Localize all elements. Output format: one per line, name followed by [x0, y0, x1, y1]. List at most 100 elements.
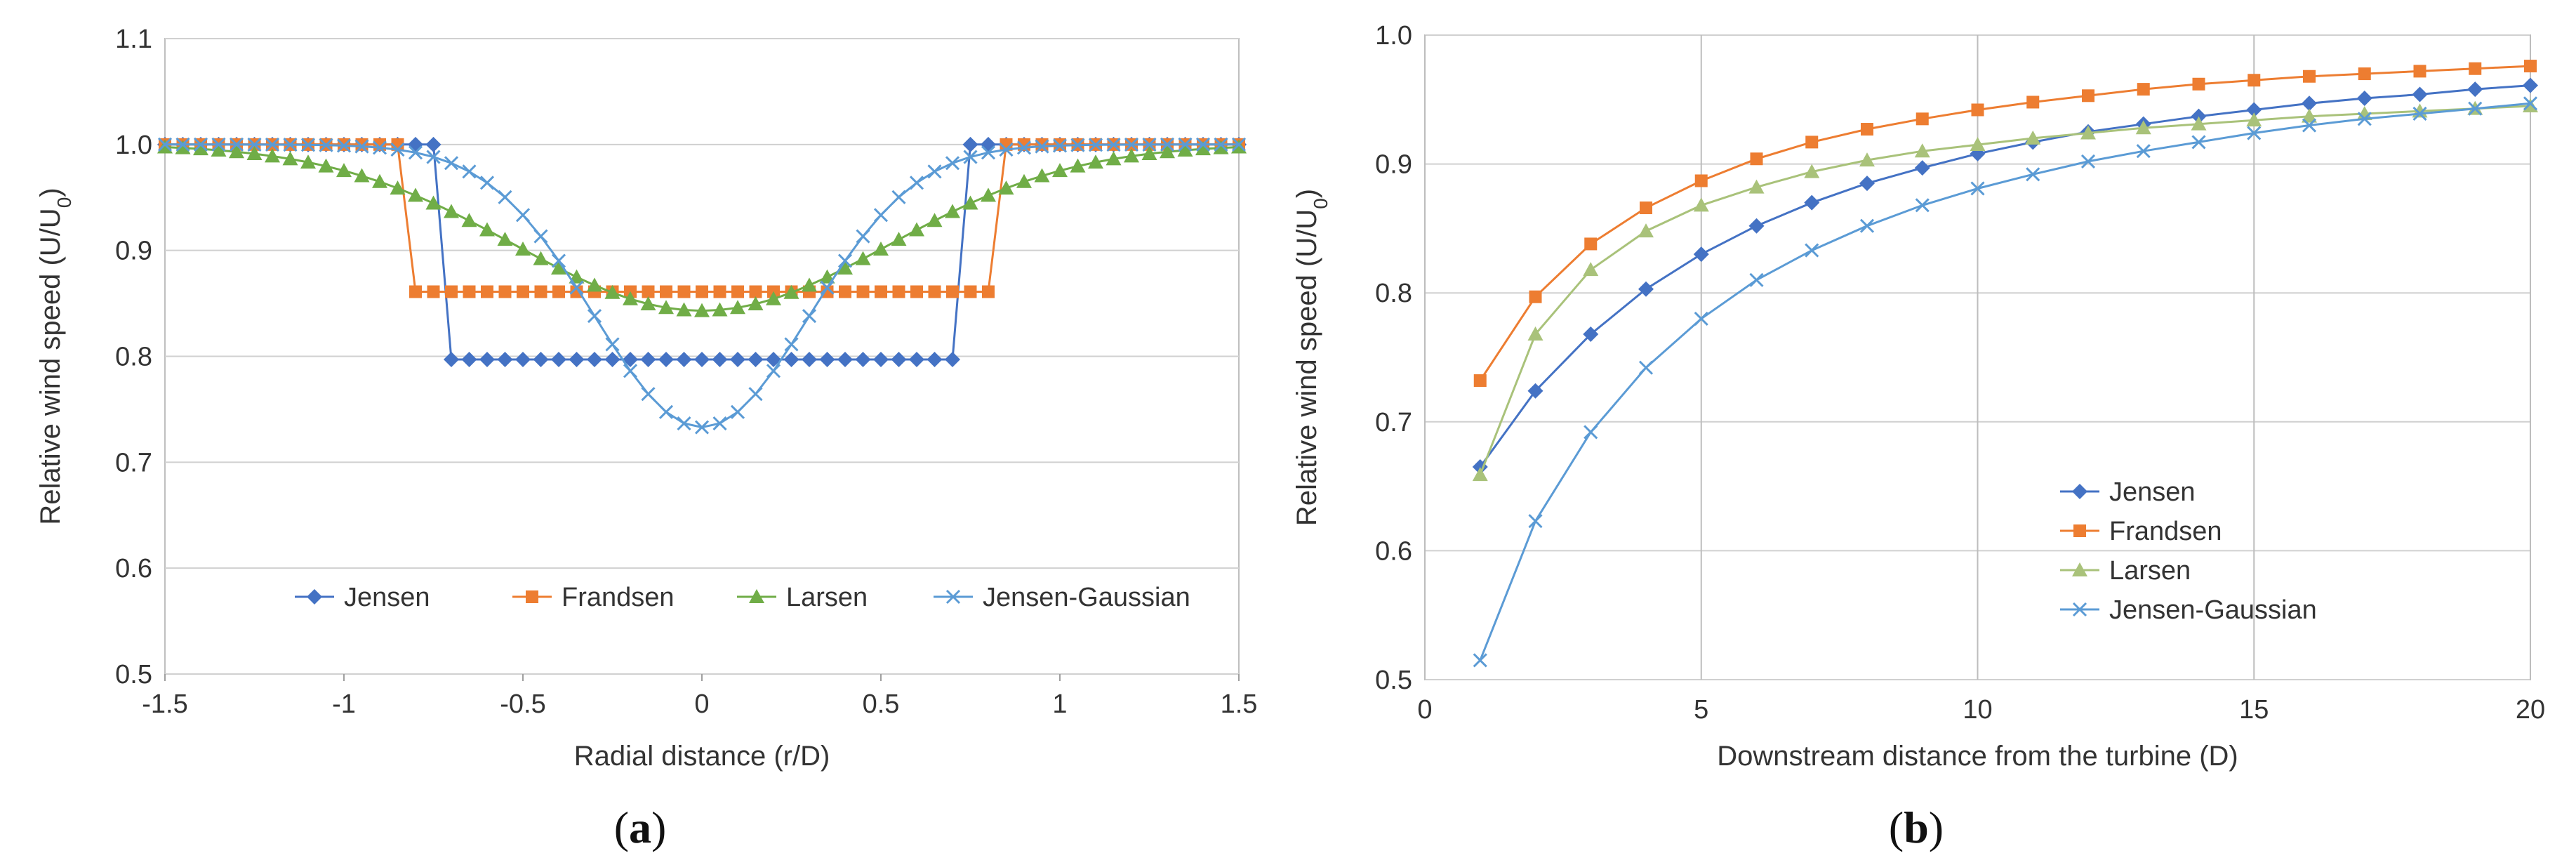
data-point-larsen — [211, 142, 227, 157]
data-point-jensen — [1527, 383, 1543, 399]
data-point-larsen — [1970, 137, 1986, 152]
data-point-jensen-gaussian — [1528, 514, 1543, 529]
series-line-jensen — [1479, 84, 2531, 468]
data-point-jensen-gaussian — [300, 138, 316, 152]
legend-entry-jensen: Jensen — [295, 583, 430, 612]
data-point-larsen — [1804, 164, 1820, 178]
data-point-jensen-gaussian — [1052, 138, 1068, 153]
data-point-frandsen — [2082, 89, 2094, 103]
data-point-larsen — [873, 241, 889, 256]
series-jensen-gaussian — [157, 137, 1247, 435]
legend-entry-jensen: Jensen — [2060, 477, 2196, 507]
data-point-larsen — [962, 195, 978, 210]
data-point-jensen-gaussian — [193, 137, 208, 152]
panel-label: (b) — [1889, 803, 1944, 852]
data-point-jensen-gaussian — [515, 208, 531, 223]
data-point-jensen-gaussian — [1142, 137, 1157, 152]
data-point-larsen — [766, 291, 781, 305]
data-point-frandsen — [355, 138, 369, 151]
data-point-jensen-gaussian — [426, 150, 441, 164]
data-point-larsen — [2356, 105, 2372, 120]
data-point-jensen-gaussian — [247, 137, 262, 152]
data-point-larsen — [336, 163, 352, 178]
data-point-jensen — [927, 352, 943, 368]
data-point-larsen — [855, 251, 871, 265]
y-tick-label: 0.7 — [1375, 408, 1412, 437]
data-point-jensen-gaussian — [820, 280, 835, 295]
y-tick-label: 0.8 — [115, 343, 152, 372]
data-point-jensen — [2191, 108, 2207, 124]
x-axis-label: Radial distance (r/D) — [574, 741, 830, 772]
data-point-frandsen — [1529, 290, 1542, 303]
data-point-jensen — [533, 352, 549, 368]
data-point-jensen-gaussian — [623, 364, 638, 378]
data-point-frandsen — [964, 285, 977, 298]
data-point-larsen — [193, 141, 208, 156]
x-tick-label: -1.5 — [142, 689, 187, 719]
data-point-frandsen — [498, 285, 512, 298]
data-point-jensen-gaussian — [533, 229, 548, 244]
data-point-jensen-gaussian — [605, 337, 620, 352]
y-axis-label: Relative wind speed (U/U0) — [35, 187, 75, 524]
data-point-jensen-gaussian — [802, 309, 817, 324]
data-point-larsen — [1693, 197, 1709, 212]
data-point-larsen — [2523, 98, 2538, 112]
data-point-larsen — [802, 277, 817, 292]
data-point-jensen-gaussian — [336, 138, 352, 153]
y-tick-label: 0.5 — [1375, 666, 1412, 695]
legend-entry-larsen: Larsen — [737, 583, 868, 612]
data-point-frandsen — [2026, 95, 2040, 109]
data-point-jensen-gaussian — [1124, 137, 1139, 152]
data-point-larsen — [497, 232, 513, 246]
data-point-jensen — [819, 352, 835, 368]
data-point-jensen — [2246, 102, 2262, 118]
series-jensen — [1472, 77, 2538, 475]
data-point-larsen — [265, 148, 280, 163]
data-point-jensen-gaussian — [2080, 154, 2096, 169]
data-point-jensen-gaussian — [265, 137, 280, 152]
data-point-jensen-gaussian — [1088, 138, 1103, 152]
data-point-larsen — [1088, 154, 1103, 169]
data-point-larsen — [909, 222, 924, 237]
data-point-jensen-gaussian — [873, 208, 889, 223]
legend-entry-frandsen: Frandsen — [2060, 517, 2222, 546]
x-tick-label: 1.5 — [1221, 689, 1258, 719]
data-point-jensen-gaussian — [175, 137, 190, 152]
legend-marker — [945, 589, 961, 605]
data-point-jensen-gaussian — [1195, 137, 1211, 152]
data-point-frandsen — [696, 285, 708, 298]
legend-marker — [2072, 602, 2087, 617]
data-point-jensen-gaussian — [1473, 653, 1487, 668]
data-point-larsen — [175, 140, 191, 154]
data-point-larsen — [1052, 163, 1068, 178]
data-point-frandsen — [1694, 174, 1708, 187]
data-point-larsen — [730, 300, 745, 315]
legend-entry-frandsen: Frandsen — [512, 583, 675, 612]
series-larsen — [1472, 98, 2538, 482]
data-point-larsen — [1859, 152, 1875, 167]
data-point-jensen — [730, 352, 745, 368]
x-tick-label: 0 — [694, 689, 709, 719]
data-point-larsen — [2025, 130, 2041, 145]
data-point-jensen-gaussian — [372, 140, 387, 155]
data-point-larsen — [927, 213, 943, 227]
data-point-larsen — [246, 146, 263, 161]
data-point-larsen — [354, 168, 370, 183]
data-point-jensen-gaussian — [1638, 360, 1654, 375]
data-point-jensen — [551, 352, 566, 368]
data-point-jensen-gaussian — [408, 145, 423, 160]
data-point-larsen — [1160, 144, 1175, 159]
data-point-larsen — [1016, 173, 1032, 188]
data-point-larsen — [1141, 146, 1157, 161]
data-point-larsen — [318, 158, 334, 173]
data-point-jensen-gaussian — [891, 190, 906, 204]
data-point-jensen-gaussian — [712, 416, 727, 431]
legend-marker — [2072, 562, 2087, 576]
data-point-jensen — [2412, 86, 2428, 103]
chart-b: 0.5 0.6 0.7 0.8 0.9 1.0 0 5 10 15 20 Downstream dis… — [1292, 21, 2545, 852]
data-point-jensen — [2523, 77, 2538, 93]
data-point-jensen-gaussian — [551, 253, 566, 268]
data-point-frandsen — [1916, 112, 1929, 126]
data-point-frandsen — [1750, 152, 1763, 166]
data-point-larsen — [390, 180, 406, 195]
